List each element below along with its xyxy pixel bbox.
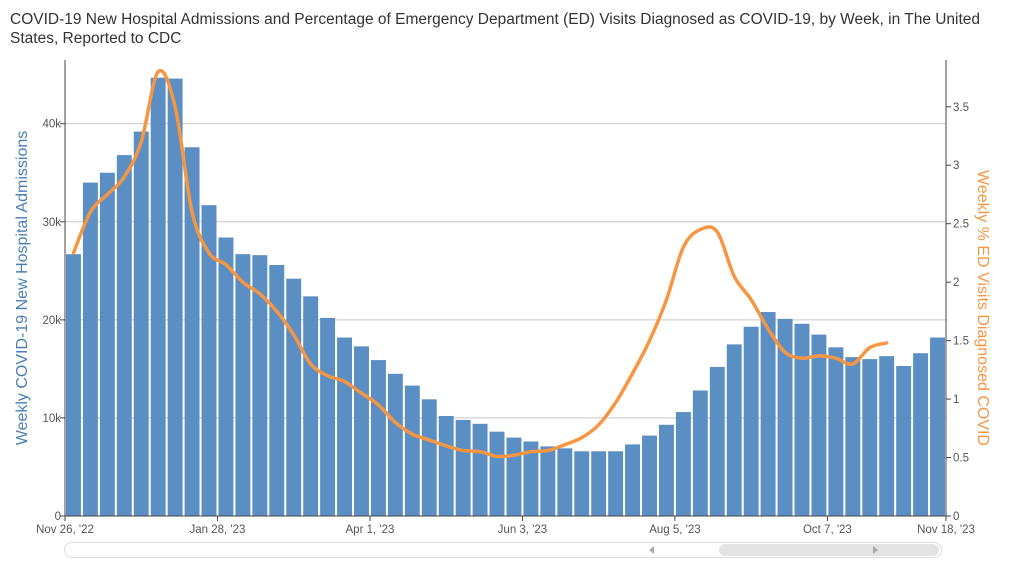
bar-11 — [252, 255, 268, 517]
admissions-bars — [66, 77, 945, 517]
bar-4 — [133, 131, 149, 516]
bar-34 — [642, 435, 657, 516]
y-left-tick-label-0: 0 — [55, 511, 61, 523]
bar-3 — [116, 155, 132, 517]
axes — [60, 60, 951, 521]
y-left-tick-label-4: 40k — [42, 119, 61, 131]
x-tick-label-4: Aug 5, '23 — [649, 524, 700, 536]
y-right-tick-label-2: 1 — [953, 394, 959, 406]
bar-46 — [845, 357, 861, 516]
x-tick-label-5: Oct 7, '23 — [803, 524, 852, 536]
bar-2 — [99, 172, 115, 516]
bar-41 — [760, 312, 776, 516]
bar-21 — [421, 399, 437, 516]
bar-7 — [184, 147, 200, 517]
bar-15 — [320, 317, 336, 516]
bar-13 — [286, 278, 302, 516]
y-right-tick-label-0: 0 — [953, 511, 959, 523]
x-tick-label-0: Nov 26, '22 — [36, 524, 94, 536]
bar-29 — [557, 448, 573, 516]
bar-12 — [269, 264, 285, 516]
y-right-tick-label-7: 3.5 — [953, 102, 969, 114]
bar-48 — [879, 356, 895, 516]
bar-16 — [337, 337, 353, 516]
x-tick-label-6: Nov 18, '23 — [917, 524, 975, 536]
y-left-tick-label-1: 10k — [42, 413, 61, 425]
y-left-tick-label-3: 30k — [42, 217, 61, 229]
bar-20 — [404, 385, 420, 516]
range-handle-right-icon[interactable] — [873, 546, 878, 554]
bar-43 — [794, 323, 810, 516]
bar-0 — [66, 254, 81, 517]
bar-18 — [370, 360, 386, 516]
bar-23 — [455, 419, 471, 516]
bar-26 — [506, 437, 522, 516]
x-tick-label-1: Jan 28, '23 — [190, 524, 246, 536]
bar-39 — [726, 344, 742, 516]
bar-14 — [303, 296, 319, 516]
bar-8 — [201, 205, 217, 516]
bar-17 — [354, 346, 369, 516]
bar-33 — [625, 444, 641, 516]
bar-40 — [743, 326, 759, 516]
bar-28 — [540, 446, 556, 516]
bar-47 — [862, 359, 878, 516]
bar-31 — [591, 451, 607, 516]
bar-45 — [828, 347, 844, 516]
bar-50 — [913, 353, 929, 516]
bar-27 — [523, 441, 539, 516]
bar-24 — [472, 423, 488, 516]
y-left-tick-label-2: 20k — [42, 315, 61, 327]
bar-35 — [658, 424, 674, 516]
y-right-tick-label-1: 0.5 — [953, 453, 969, 465]
bar-49 — [896, 365, 912, 516]
ed-visits-series-line — [71, 68, 889, 459]
y-right-tick-label-4: 2 — [953, 277, 959, 289]
bar-42 — [777, 318, 793, 516]
y-right-tick-label-5: 2.5 — [953, 219, 969, 231]
x-tick-label-3: Jun 3, '23 — [498, 524, 548, 536]
bar-5 — [150, 77, 166, 516]
y-right-tick-label-3: 1.5 — [953, 336, 969, 348]
bar-51 — [930, 337, 945, 516]
y-axis-right-label: Weekly % ED Visits Diagnosed COVID — [974, 170, 991, 446]
tick-labels: 0 10k 20k 30k 40k 0 0.5 1 1.5 2 2.5 3 3.5 Nov 26, '22… — [36, 102, 975, 536]
bar-6 — [167, 78, 183, 516]
bar-36 — [675, 412, 691, 516]
y-right-tick-label-6: 3 — [953, 160, 959, 172]
bar-9 — [218, 237, 234, 517]
chart-title: COVID-19 New Hospital Admissions and Per… — [10, 11, 981, 47]
y-axis-left-label: Weekly COVID-19 New Hospital Admissions — [14, 131, 31, 445]
bar-10 — [235, 254, 251, 517]
bar-1 — [82, 182, 98, 517]
range-scrollbar[interactable] — [64, 542, 942, 558]
bar-44 — [811, 334, 827, 516]
range-scrollbar-thumb[interactable] — [719, 544, 939, 556]
bar-32 — [608, 451, 624, 516]
bar-19 — [387, 373, 403, 516]
bar-38 — [709, 366, 725, 516]
ed-visits-line — [71, 68, 889, 459]
range-handle-left-icon[interactable] — [649, 546, 654, 554]
bar-25 — [489, 431, 505, 516]
bar-37 — [692, 390, 708, 516]
bar-22 — [438, 415, 454, 516]
x-tick-label-2: Apr 1, '23 — [346, 524, 395, 536]
bar-30 — [574, 451, 590, 516]
